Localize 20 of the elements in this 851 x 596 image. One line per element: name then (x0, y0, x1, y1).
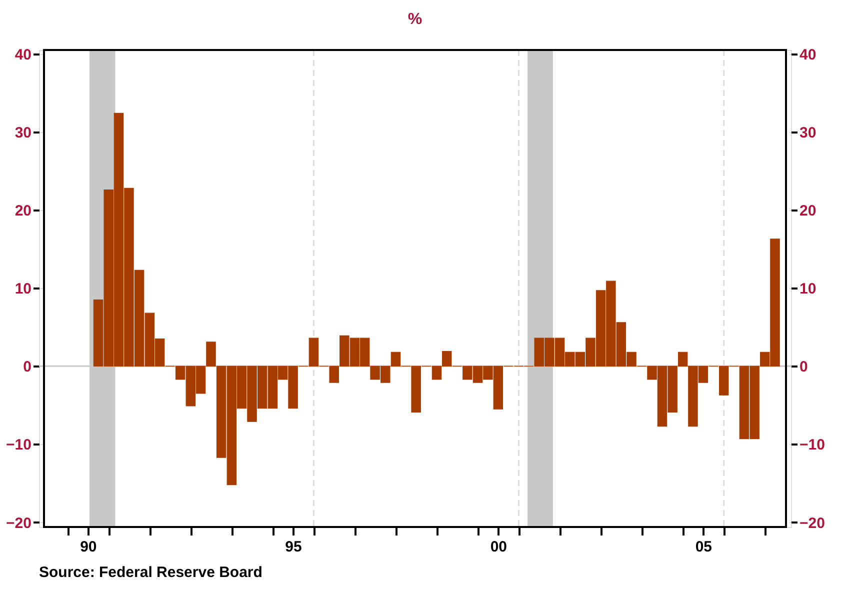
y2-tick-label: 10 (800, 280, 816, 298)
y-tick-label: 20 (14, 202, 32, 220)
y2-tick-label: −20 (800, 514, 825, 532)
chart-title: % (408, 10, 422, 28)
y2-tick-label: 20 (800, 202, 816, 220)
y-tick-label: 40 (14, 46, 32, 64)
y-tick-label: −20 (6, 514, 32, 532)
source-note: Source: Federal Reserve Board (39, 564, 262, 581)
y2-tick-label: 0 (800, 358, 808, 376)
y-tick-label: 30 (14, 124, 32, 142)
x-tick-label: 00 (490, 538, 507, 556)
x-tick-label: 05 (695, 538, 712, 556)
y-tick-label: −10 (6, 436, 32, 454)
y-tick-label: 10 (14, 280, 32, 298)
x-tick-label: 95 (285, 538, 302, 556)
y-tick-label: 0 (23, 358, 32, 376)
y2-tick-label: −10 (800, 436, 825, 454)
y2-tick-label: 40 (800, 46, 816, 64)
y2-tick-label: 30 (800, 124, 816, 142)
x-tick-label: 90 (80, 538, 97, 556)
